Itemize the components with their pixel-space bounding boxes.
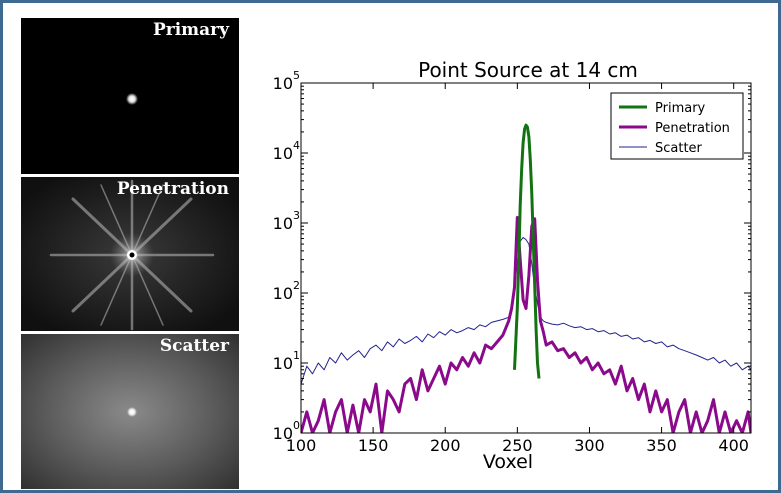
penetration-image bbox=[21, 177, 239, 331]
y-tick-label: 10 bbox=[273, 214, 293, 233]
x-tick-label: 300 bbox=[574, 436, 605, 455]
y-tick-label: 10 bbox=[273, 424, 293, 443]
y-tick-exponent: 0 bbox=[293, 419, 300, 432]
y-tick-exponent: 4 bbox=[293, 139, 300, 152]
x-tick-label: 200 bbox=[430, 436, 461, 455]
point-source-profile-chart: Point Source at 14 cm Voxel 100 150 200 250… bbox=[273, 58, 752, 473]
scatter-image bbox=[21, 334, 239, 489]
y-tick-exponent: 3 bbox=[293, 209, 300, 222]
penetration-label: Penetration bbox=[116, 179, 229, 199]
x-tick-label: 100 bbox=[286, 436, 317, 455]
y-tick-label: 10 bbox=[273, 354, 293, 373]
scatter-center-spot bbox=[127, 407, 137, 417]
series-layer bbox=[301, 123, 751, 433]
chart-title: Point Source at 14 cm bbox=[418, 58, 638, 82]
legend-label-penetration: Penetration bbox=[655, 121, 730, 136]
primary-label: Primary bbox=[152, 20, 229, 40]
y-tick-exponent: 2 bbox=[293, 279, 300, 292]
scatter-image-panel: Scatter bbox=[21, 334, 239, 489]
penetration-image-panel: Penetration bbox=[21, 177, 239, 331]
x-tick-label: 400 bbox=[718, 436, 749, 455]
primary-image-panel: Primary bbox=[21, 18, 239, 174]
x-axis-label: Voxel bbox=[483, 451, 533, 473]
primary-image bbox=[21, 18, 239, 174]
legend-label-primary: Primary bbox=[655, 101, 706, 116]
series-line-primary bbox=[513, 123, 541, 379]
y-tick-exponent: 1 bbox=[293, 349, 300, 362]
x-tick-label: 150 bbox=[358, 436, 389, 455]
y-tick-exponent: 5 bbox=[293, 69, 300, 82]
series-line-penetration bbox=[301, 216, 751, 433]
point-source-spot bbox=[126, 93, 138, 105]
x-tick-label: 350 bbox=[646, 436, 677, 455]
penetration-center-spot bbox=[129, 252, 135, 258]
scatter-label: Scatter bbox=[159, 336, 229, 356]
y-tick-label: 10 bbox=[273, 74, 293, 93]
chart-legend: Primary Penetration Scatter bbox=[610, 92, 744, 160]
y-tick-label: 10 bbox=[273, 144, 293, 163]
legend-label-scatter: Scatter bbox=[655, 141, 703, 156]
x-tick-label: 250 bbox=[502, 436, 533, 455]
y-tick-label: 10 bbox=[273, 284, 293, 303]
series-line-scatter bbox=[301, 237, 751, 385]
plot-area bbox=[300, 82, 752, 434]
